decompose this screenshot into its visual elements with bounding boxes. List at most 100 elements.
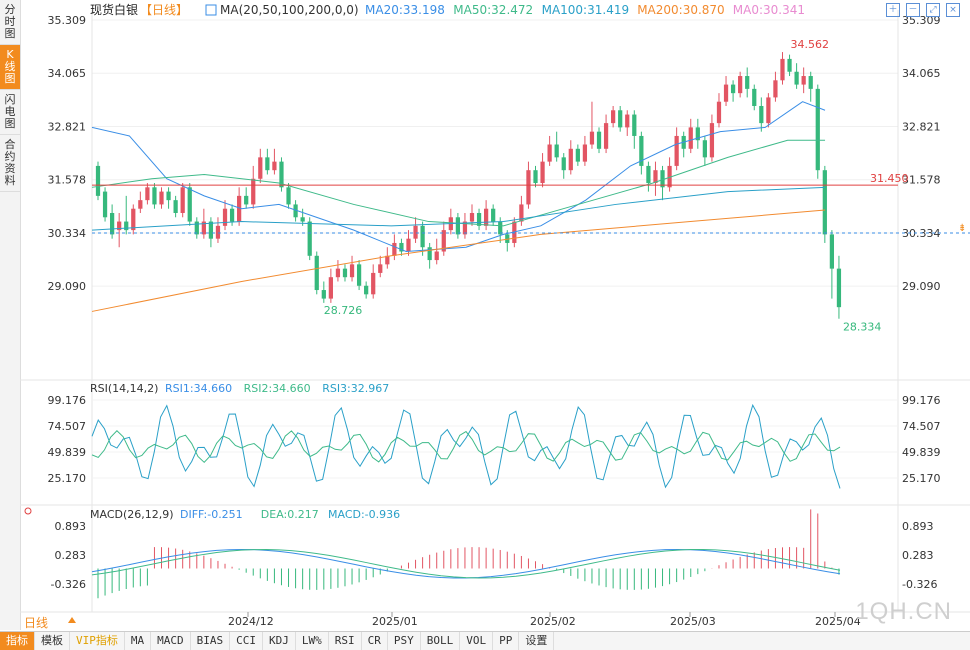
tab--[interactable]: 模板 xyxy=(35,632,70,650)
macd-axis-right: -0.326 xyxy=(902,578,937,591)
header-symbol: 现货白银 xyxy=(90,2,138,17)
tab-macd[interactable]: MACD xyxy=(151,632,191,650)
date-label: 2024/12 xyxy=(228,615,274,628)
macd-settings-icon xyxy=(24,507,32,515)
candle-body xyxy=(752,88,757,106)
close-icon[interactable]: × xyxy=(946,3,960,17)
candle-body xyxy=(773,80,778,98)
candle-body xyxy=(300,217,305,222)
caret-up-icon[interactable] xyxy=(68,617,76,623)
candle-body xyxy=(342,268,348,278)
candle-body xyxy=(702,140,707,158)
sidebar-item-2[interactable]: 闪电图 xyxy=(0,90,20,135)
price-axis-right-label: 32.821 xyxy=(902,120,941,133)
candle-body xyxy=(766,97,771,124)
candle-body xyxy=(526,170,531,205)
tab-bias[interactable]: BIAS xyxy=(191,632,231,650)
chart-area[interactable]: 35.309 35.309 34.065 34.065 32.821 32.821 31.5… xyxy=(20,0,970,630)
date-label: 2025/04 xyxy=(815,615,861,628)
rsi-axis-right: 49.839 xyxy=(902,446,941,459)
candle-body xyxy=(660,170,665,188)
candle-body xyxy=(109,212,115,235)
tab-boll[interactable]: BOLL xyxy=(421,632,461,650)
candle-body xyxy=(420,225,425,248)
sidebar-item-3[interactable]: 合约资料 xyxy=(0,135,20,192)
tab-kdj[interactable]: KDJ xyxy=(263,632,296,650)
candle-body xyxy=(406,238,411,252)
chart-toolbar-icons: ＋ － ⤢ × xyxy=(886,3,960,17)
tab--[interactable]: 设置 xyxy=(519,632,555,650)
sidebar-item-0[interactable]: 分时图 xyxy=(0,0,20,45)
tab-vol[interactable]: VOL xyxy=(460,632,494,650)
candle-body xyxy=(237,195,242,222)
candle-body xyxy=(498,221,503,235)
candle-body xyxy=(674,135,679,166)
rsi-axis-left: 25.170 xyxy=(48,472,87,485)
candle-body xyxy=(787,58,792,72)
candle-body xyxy=(124,221,129,231)
candle-body xyxy=(575,148,580,162)
candle-body xyxy=(173,200,178,213)
macd-axis-left: 0.893 xyxy=(55,520,87,533)
candle-body xyxy=(258,157,263,179)
zoom-out-icon[interactable]: － xyxy=(906,3,920,17)
candle-body xyxy=(427,247,432,261)
zoom-in-icon[interactable]: ＋ xyxy=(886,3,900,17)
kline-chart-svg[interactable]: 35.309 35.309 34.065 34.065 32.821 32.821 31.5… xyxy=(20,0,970,630)
ma200-line xyxy=(91,209,826,312)
rsi-axis-right: 99.176 xyxy=(902,394,941,407)
rsi2-line xyxy=(91,430,841,464)
candle-body xyxy=(603,123,609,149)
date-label: 2025/03 xyxy=(670,615,716,628)
macd-axis-left: -0.326 xyxy=(51,578,86,591)
macd-axis-left: 0.283 xyxy=(55,549,87,562)
tab-vip-[interactable]: VIP指标 xyxy=(70,632,125,650)
candle-body xyxy=(413,225,418,239)
candle-body xyxy=(314,255,319,291)
price-axis-left-label: 32.821 xyxy=(48,120,87,133)
expand-icon[interactable]: ⤢ xyxy=(926,3,940,17)
ma50-line xyxy=(91,139,826,227)
candle-body xyxy=(215,225,221,239)
candle-body xyxy=(483,208,489,226)
tab-rsi[interactable]: RSI xyxy=(329,632,362,650)
candle-body xyxy=(244,195,249,205)
candle-body xyxy=(632,114,637,136)
candle-body xyxy=(639,135,644,166)
candle-body xyxy=(229,208,235,222)
high-marker: 34.562 xyxy=(790,38,829,51)
resistance-label: 31.450 xyxy=(870,172,909,185)
candle-body xyxy=(829,234,835,269)
candle-body xyxy=(145,187,150,201)
rsi-axis-right: 74.507 xyxy=(902,420,941,433)
candle-body xyxy=(653,170,658,184)
candle-body xyxy=(476,212,482,226)
tab-pp[interactable]: PP xyxy=(493,632,520,650)
rsi-value: RSI3:32.967 xyxy=(322,382,389,395)
current-price-arrow-icon: ⇟ xyxy=(958,223,966,234)
candle-body xyxy=(208,221,214,239)
candle-body xyxy=(138,200,143,209)
candle-body xyxy=(547,144,552,162)
price-axis-left-label: 34.065 xyxy=(48,67,87,80)
price-axis-left-label: 31.578 xyxy=(48,174,87,187)
tab-cci[interactable]: CCI xyxy=(230,632,263,650)
tab-lw-[interactable]: LW% xyxy=(296,632,329,650)
tab-ma[interactable]: MA xyxy=(125,632,152,650)
macd-title: MACD(26,12,9) xyxy=(90,508,174,521)
rsi-value: RSI1:34.660 xyxy=(165,382,232,395)
candle-body xyxy=(582,144,588,162)
candle-body xyxy=(187,187,192,222)
ma-value: MA100:31.419 xyxy=(542,3,630,17)
price-axis-right-label: 35.309 xyxy=(902,14,941,27)
rsi-axis-left: 74.507 xyxy=(48,420,87,433)
candle-body xyxy=(95,165,101,196)
tab-cr[interactable]: CR xyxy=(362,632,388,650)
candle-body xyxy=(265,157,270,171)
candle-body xyxy=(822,170,827,235)
period-select[interactable]: 日线 xyxy=(24,616,49,630)
tab--[interactable]: 指标 xyxy=(0,632,35,650)
tab-psy[interactable]: PSY xyxy=(388,632,421,650)
